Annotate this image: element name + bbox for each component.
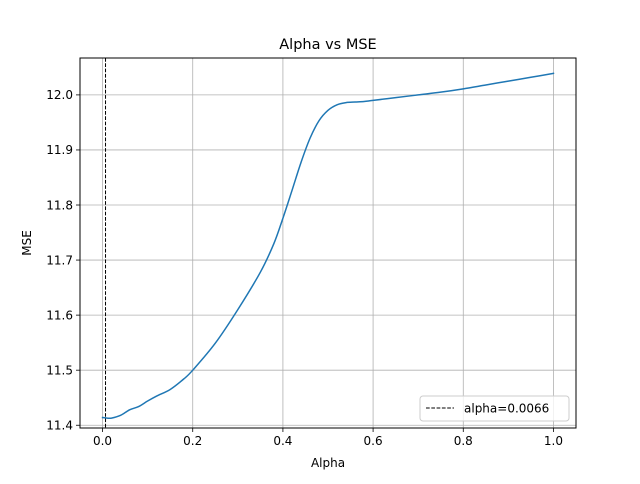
mse-line (101, 72, 555, 420)
legend-label: alpha=0.0066 (464, 402, 549, 416)
y-tick-label: 12.0 (46, 88, 73, 102)
x-tick-label: 0.8 (454, 434, 473, 448)
y-tick-label: 11.8 (46, 198, 73, 212)
x-tick-label: 0.0 (93, 434, 112, 448)
legend: alpha=0.0066 (419, 395, 570, 422)
grid-layer (80, 58, 576, 428)
y-tick-label: 11.9 (46, 143, 73, 157)
y-tick-label: 11.7 (46, 253, 73, 267)
ticks-layer: 0.0 0.2 0.4 0.6 0.8 1.0 11.4 11.5 11.6 11.7 11.8 11… (46, 88, 563, 448)
y-tick-label: 11.6 (46, 308, 73, 322)
plot-frame (79, 57, 577, 429)
y-axis-label: MSE (20, 230, 34, 256)
x-tick-label: 1.0 (544, 434, 563, 448)
x-axis-label: Alpha (311, 456, 345, 470)
x-tick-label: 0.4 (273, 434, 292, 448)
series-layer (101, 72, 555, 420)
legend-box (419, 395, 570, 422)
y-tick-label: 11.4 (46, 419, 73, 433)
x-tick-label: 0.6 (364, 434, 383, 448)
chart-title: Alpha vs MSE (279, 37, 376, 53)
x-tick-label: 0.2 (183, 434, 202, 448)
y-tick-label: 11.5 (46, 363, 73, 377)
